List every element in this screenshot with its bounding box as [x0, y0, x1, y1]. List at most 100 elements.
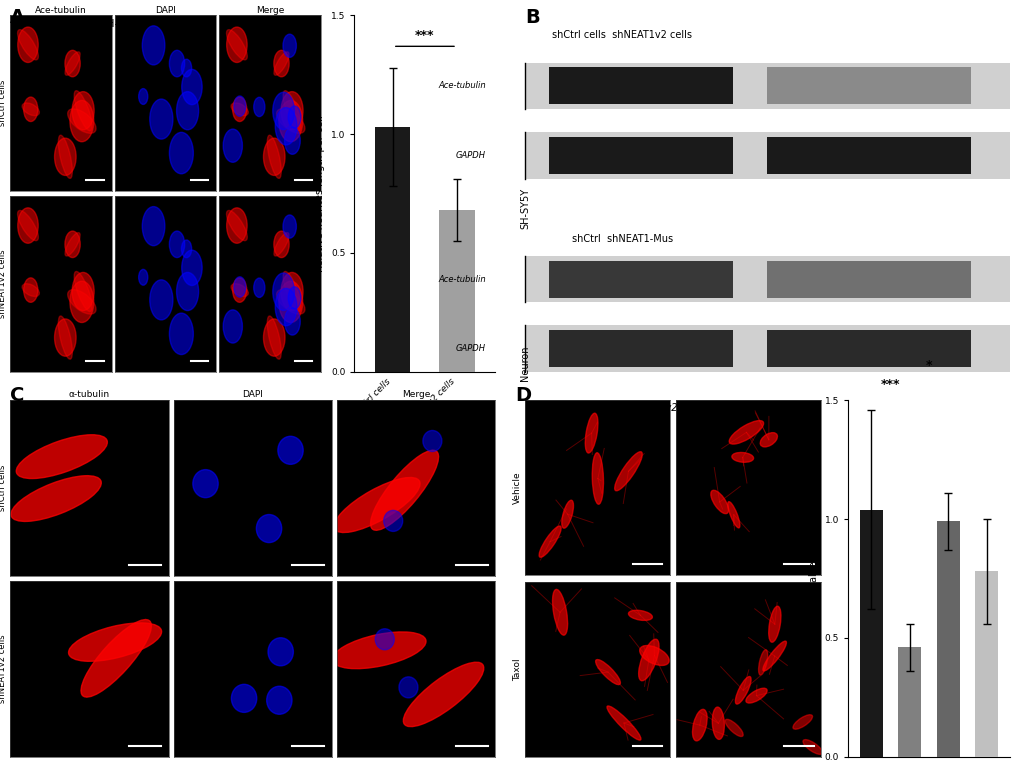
- Y-axis label: Relative terminal length per cell: Relative terminal length per cell: [808, 499, 818, 657]
- Y-axis label: shCtrl cells: shCtrl cells: [0, 80, 7, 127]
- Text: Ace-tubulin: Ace-tubulin: [438, 275, 485, 283]
- Circle shape: [273, 50, 288, 76]
- Circle shape: [281, 273, 303, 310]
- Circle shape: [288, 286, 301, 309]
- Circle shape: [226, 208, 247, 243]
- Ellipse shape: [81, 619, 151, 697]
- Circle shape: [375, 628, 394, 650]
- Bar: [548, 261, 733, 298]
- Circle shape: [275, 288, 297, 326]
- Bar: [766, 67, 970, 104]
- Ellipse shape: [606, 706, 640, 740]
- Ellipse shape: [552, 589, 567, 635]
- Ellipse shape: [595, 659, 620, 685]
- Circle shape: [254, 97, 265, 117]
- Ellipse shape: [74, 272, 92, 312]
- Circle shape: [232, 278, 247, 303]
- Circle shape: [256, 514, 281, 543]
- Ellipse shape: [728, 502, 739, 528]
- Ellipse shape: [230, 103, 248, 116]
- Circle shape: [181, 59, 192, 77]
- Text: NEAT1v2 siRNA: NEAT1v2 siRNA: [633, 403, 708, 413]
- Text: shCtrl cells  shNEAT1v2 cells: shCtrl cells shNEAT1v2 cells: [551, 30, 692, 39]
- Text: GAPDH: GAPDH: [455, 151, 485, 160]
- Bar: [766, 261, 970, 298]
- Text: GAPDH: GAPDH: [455, 344, 485, 353]
- Ellipse shape: [74, 90, 92, 130]
- Circle shape: [142, 207, 165, 245]
- Y-axis label: shNEAT1v2 cells: shNEAT1v2 cells: [0, 635, 7, 703]
- Ellipse shape: [585, 413, 597, 453]
- Circle shape: [70, 100, 94, 142]
- Ellipse shape: [332, 632, 426, 669]
- Circle shape: [383, 510, 403, 531]
- Title: α-tubulin: α-tubulin: [69, 391, 110, 399]
- Ellipse shape: [22, 103, 40, 116]
- Ellipse shape: [67, 290, 96, 314]
- Text: ***: ***: [880, 378, 900, 391]
- Bar: [766, 330, 970, 367]
- Circle shape: [169, 50, 184, 76]
- Bar: [859, 510, 882, 757]
- Text: ***: ***: [415, 29, 434, 42]
- Ellipse shape: [710, 490, 728, 513]
- Ellipse shape: [759, 432, 776, 447]
- Ellipse shape: [638, 639, 658, 681]
- Bar: [974, 571, 998, 757]
- Ellipse shape: [226, 211, 247, 241]
- Title: DAPI: DAPI: [243, 391, 263, 399]
- Circle shape: [231, 684, 257, 713]
- Circle shape: [278, 281, 303, 323]
- Text: D: D: [515, 387, 531, 405]
- Title: Merge: Merge: [256, 5, 283, 15]
- Ellipse shape: [65, 232, 81, 256]
- Ellipse shape: [692, 709, 706, 741]
- Circle shape: [181, 69, 202, 105]
- Ellipse shape: [370, 450, 438, 530]
- Text: B: B: [525, 8, 539, 27]
- Text: A: A: [10, 8, 25, 27]
- Ellipse shape: [334, 477, 420, 533]
- Ellipse shape: [67, 109, 96, 134]
- Circle shape: [288, 106, 301, 128]
- Bar: [439, 210, 474, 372]
- Ellipse shape: [17, 29, 39, 60]
- Ellipse shape: [762, 641, 786, 671]
- Circle shape: [233, 277, 246, 297]
- Text: Ctrl siRNA: Ctrl siRNA: [565, 403, 613, 413]
- Circle shape: [284, 308, 300, 335]
- Ellipse shape: [276, 290, 305, 314]
- Title: Ace-tubulin: Ace-tubulin: [35, 5, 87, 15]
- Text: Ace-tubulin: Ace-tubulin: [438, 82, 485, 90]
- Circle shape: [263, 138, 284, 175]
- Y-axis label: Taxol: Taxol: [513, 658, 522, 681]
- Y-axis label: shCtrl cells: shCtrl cells: [0, 465, 7, 511]
- Circle shape: [176, 92, 199, 130]
- Circle shape: [281, 92, 303, 130]
- Ellipse shape: [628, 610, 652, 621]
- Text: shCtrl  shNEAT1-Mus: shCtrl shNEAT1-Mus: [571, 235, 673, 244]
- Circle shape: [223, 310, 243, 343]
- Text: SH-SY5Y: SH-SY5Y: [520, 188, 530, 229]
- Ellipse shape: [792, 715, 812, 730]
- Circle shape: [150, 279, 173, 320]
- Bar: [898, 647, 920, 757]
- Circle shape: [268, 638, 293, 665]
- Bar: [375, 127, 410, 372]
- Ellipse shape: [711, 707, 723, 740]
- Ellipse shape: [758, 650, 767, 676]
- Ellipse shape: [729, 421, 763, 444]
- Circle shape: [17, 27, 38, 63]
- Bar: [548, 137, 733, 174]
- Circle shape: [273, 231, 288, 258]
- Text: C: C: [10, 387, 24, 405]
- Circle shape: [263, 319, 284, 356]
- Text: *: *: [925, 359, 931, 372]
- Circle shape: [169, 231, 184, 258]
- Y-axis label: Relative neurites length per cell: Relative neurites length per cell: [315, 115, 325, 272]
- Circle shape: [142, 25, 165, 65]
- Ellipse shape: [58, 316, 72, 359]
- Ellipse shape: [592, 452, 603, 504]
- Ellipse shape: [735, 676, 750, 704]
- Circle shape: [398, 677, 418, 698]
